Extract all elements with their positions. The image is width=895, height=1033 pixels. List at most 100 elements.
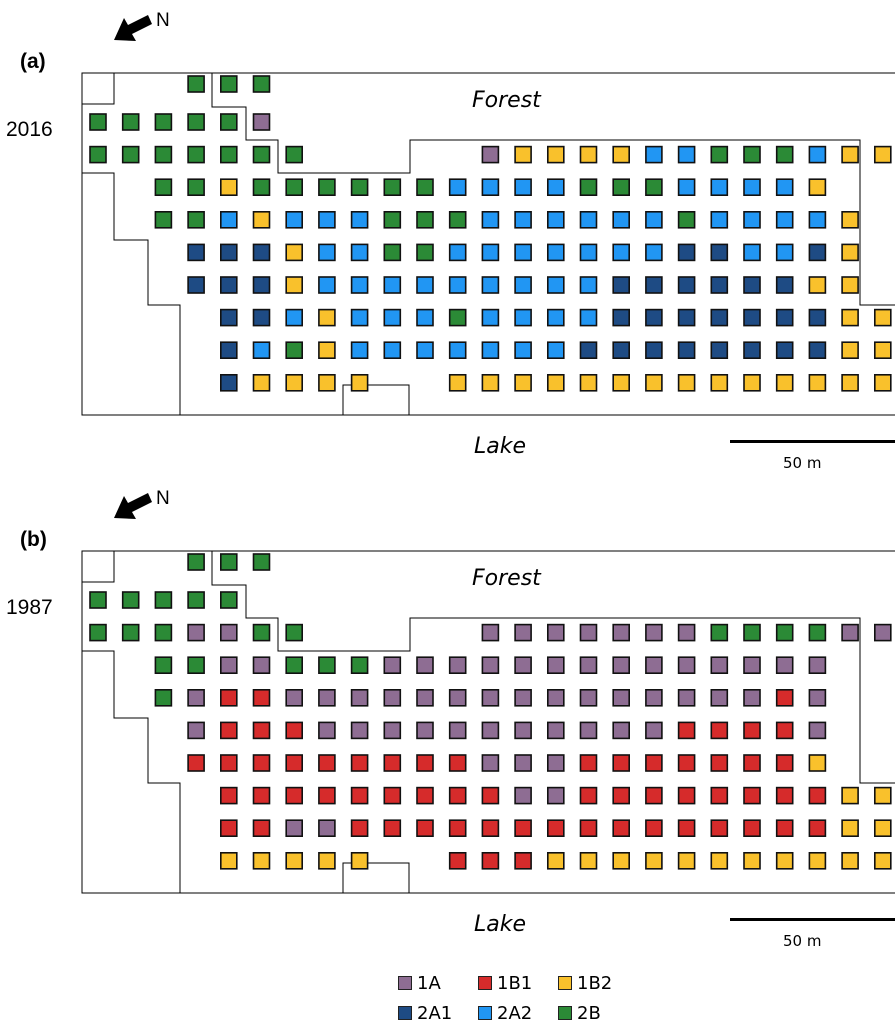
- plot-square-1B2: [808, 754, 827, 772]
- plot-square-1B1: [285, 721, 304, 740]
- plot-square-1A: [514, 689, 532, 707]
- plot-square-1A: [383, 689, 402, 707]
- plot-square-2A2: [448, 243, 467, 262]
- plot-square-2A2: [448, 341, 467, 360]
- site-boundary-gap: [342, 384, 410, 415]
- plot-square-1B2: [350, 373, 369, 392]
- plot-square-1A: [448, 656, 467, 674]
- plot-square-1B2: [285, 276, 304, 294]
- plot-square-1B2: [481, 373, 500, 392]
- plot-square-2A1: [775, 276, 794, 294]
- plot-square-1A: [252, 656, 271, 674]
- plot-square-2B: [252, 178, 271, 196]
- plot-square-1B1: [579, 786, 598, 805]
- plot-square-2A2: [285, 308, 304, 327]
- plot-square-1B1: [710, 721, 729, 740]
- legend-item-1B1: 1B1: [478, 972, 532, 994]
- plot-square-1B2: [873, 373, 892, 392]
- plot-square-2A2: [318, 276, 336, 294]
- plot-square-1B2: [808, 178, 827, 196]
- plot-square-1A: [514, 623, 532, 642]
- north-arrow-icon: [114, 493, 152, 519]
- plot-square-2B: [612, 178, 631, 196]
- plot-square-1B1: [710, 754, 729, 772]
- plot-square-2A2: [579, 308, 598, 327]
- legend-item-2B: 2B: [558, 1002, 601, 1024]
- plot-square-2B: [350, 656, 369, 674]
- plot-square-2A2: [775, 178, 794, 196]
- plot-square-2A1: [220, 276, 238, 294]
- site-outline: [81, 550, 895, 894]
- plot-square-1B1: [285, 754, 304, 772]
- plot-square-1A: [775, 656, 794, 674]
- plot-square-1A: [612, 656, 631, 674]
- plot-square-1B2: [841, 851, 859, 870]
- plot-square-2B: [383, 178, 402, 196]
- plot-square-1A: [873, 623, 892, 642]
- plot-square-1B2: [645, 373, 663, 392]
- plot-square-2B: [154, 113, 173, 131]
- plot-square-2A1: [252, 276, 271, 294]
- plot-square-1B2: [873, 308, 892, 327]
- plot-square-1B2: [873, 341, 892, 360]
- plot-square-1A: [252, 113, 271, 131]
- plot-square-1B2: [220, 851, 238, 870]
- scale-label: 50 m: [783, 932, 822, 950]
- plot-square-2A1: [220, 341, 238, 360]
- plot-square-1B1: [710, 786, 729, 805]
- plot-square-2A2: [481, 211, 500, 229]
- plot-square-2B: [220, 75, 238, 93]
- plot-square-1B2: [220, 178, 238, 196]
- plot-square-2A2: [481, 308, 500, 327]
- lake-label: Lake: [474, 434, 527, 459]
- site-boundary-left: [82, 172, 181, 415]
- plot-square-2A2: [579, 243, 598, 262]
- plot-square-1B2: [546, 851, 565, 870]
- plot-square-2A2: [743, 211, 761, 229]
- plot-square-1B2: [612, 145, 631, 164]
- plot-square-1B2: [841, 276, 859, 294]
- plot-square-2A2: [546, 308, 565, 327]
- plot-square-2B: [252, 623, 271, 642]
- plot-square-2A2: [612, 243, 631, 262]
- plot-square-2A2: [481, 243, 500, 262]
- legend-item-1A: 1A: [398, 972, 441, 994]
- plot-square-1A: [808, 656, 827, 674]
- plot-square-2A1: [808, 308, 827, 327]
- plot-square-2A1: [645, 308, 663, 327]
- plot-square-2A1: [612, 308, 631, 327]
- plot-square-2B: [89, 113, 107, 131]
- plot-square-1A: [710, 689, 729, 707]
- plot-square-2B: [383, 211, 402, 229]
- plot-square-2B: [187, 656, 205, 674]
- plot-square-1B1: [252, 819, 271, 838]
- plot-square-1A: [220, 623, 238, 642]
- plot-square-1A: [514, 786, 532, 805]
- site-boundary-corner: [82, 551, 115, 583]
- plot-square-1A: [546, 786, 565, 805]
- plot-square-1B2: [612, 851, 631, 870]
- plot-square-1A: [448, 689, 467, 707]
- plot-square-1A: [187, 721, 205, 740]
- plot-square-1A: [645, 656, 663, 674]
- scale-label: 50 m: [783, 454, 822, 472]
- plot-square-2A1: [677, 341, 696, 360]
- plot-square-1A: [383, 721, 402, 740]
- plot-square-1B1: [318, 754, 336, 772]
- plot-square-2B: [154, 178, 173, 196]
- plot-square-2A1: [220, 308, 238, 327]
- plot-square-1A: [481, 754, 500, 772]
- plot-square-1B2: [775, 851, 794, 870]
- plot-square-2A2: [481, 178, 500, 196]
- plot-square-1B2: [579, 145, 598, 164]
- plot-square-1B1: [579, 754, 598, 772]
- plot-square-1B1: [677, 819, 696, 838]
- legend-swatch: [558, 976, 572, 990]
- year-label: 1987: [6, 596, 53, 619]
- legend-label: 1B2: [577, 972, 613, 994]
- legend-label: 2A1: [417, 1002, 453, 1024]
- panel-2016: N (a) 2016 Forest Lake 50 m: [0, 0, 895, 490]
- legend-label: 1A: [417, 972, 441, 994]
- plot-square-2B: [154, 211, 173, 229]
- plot-square-2B: [187, 75, 205, 93]
